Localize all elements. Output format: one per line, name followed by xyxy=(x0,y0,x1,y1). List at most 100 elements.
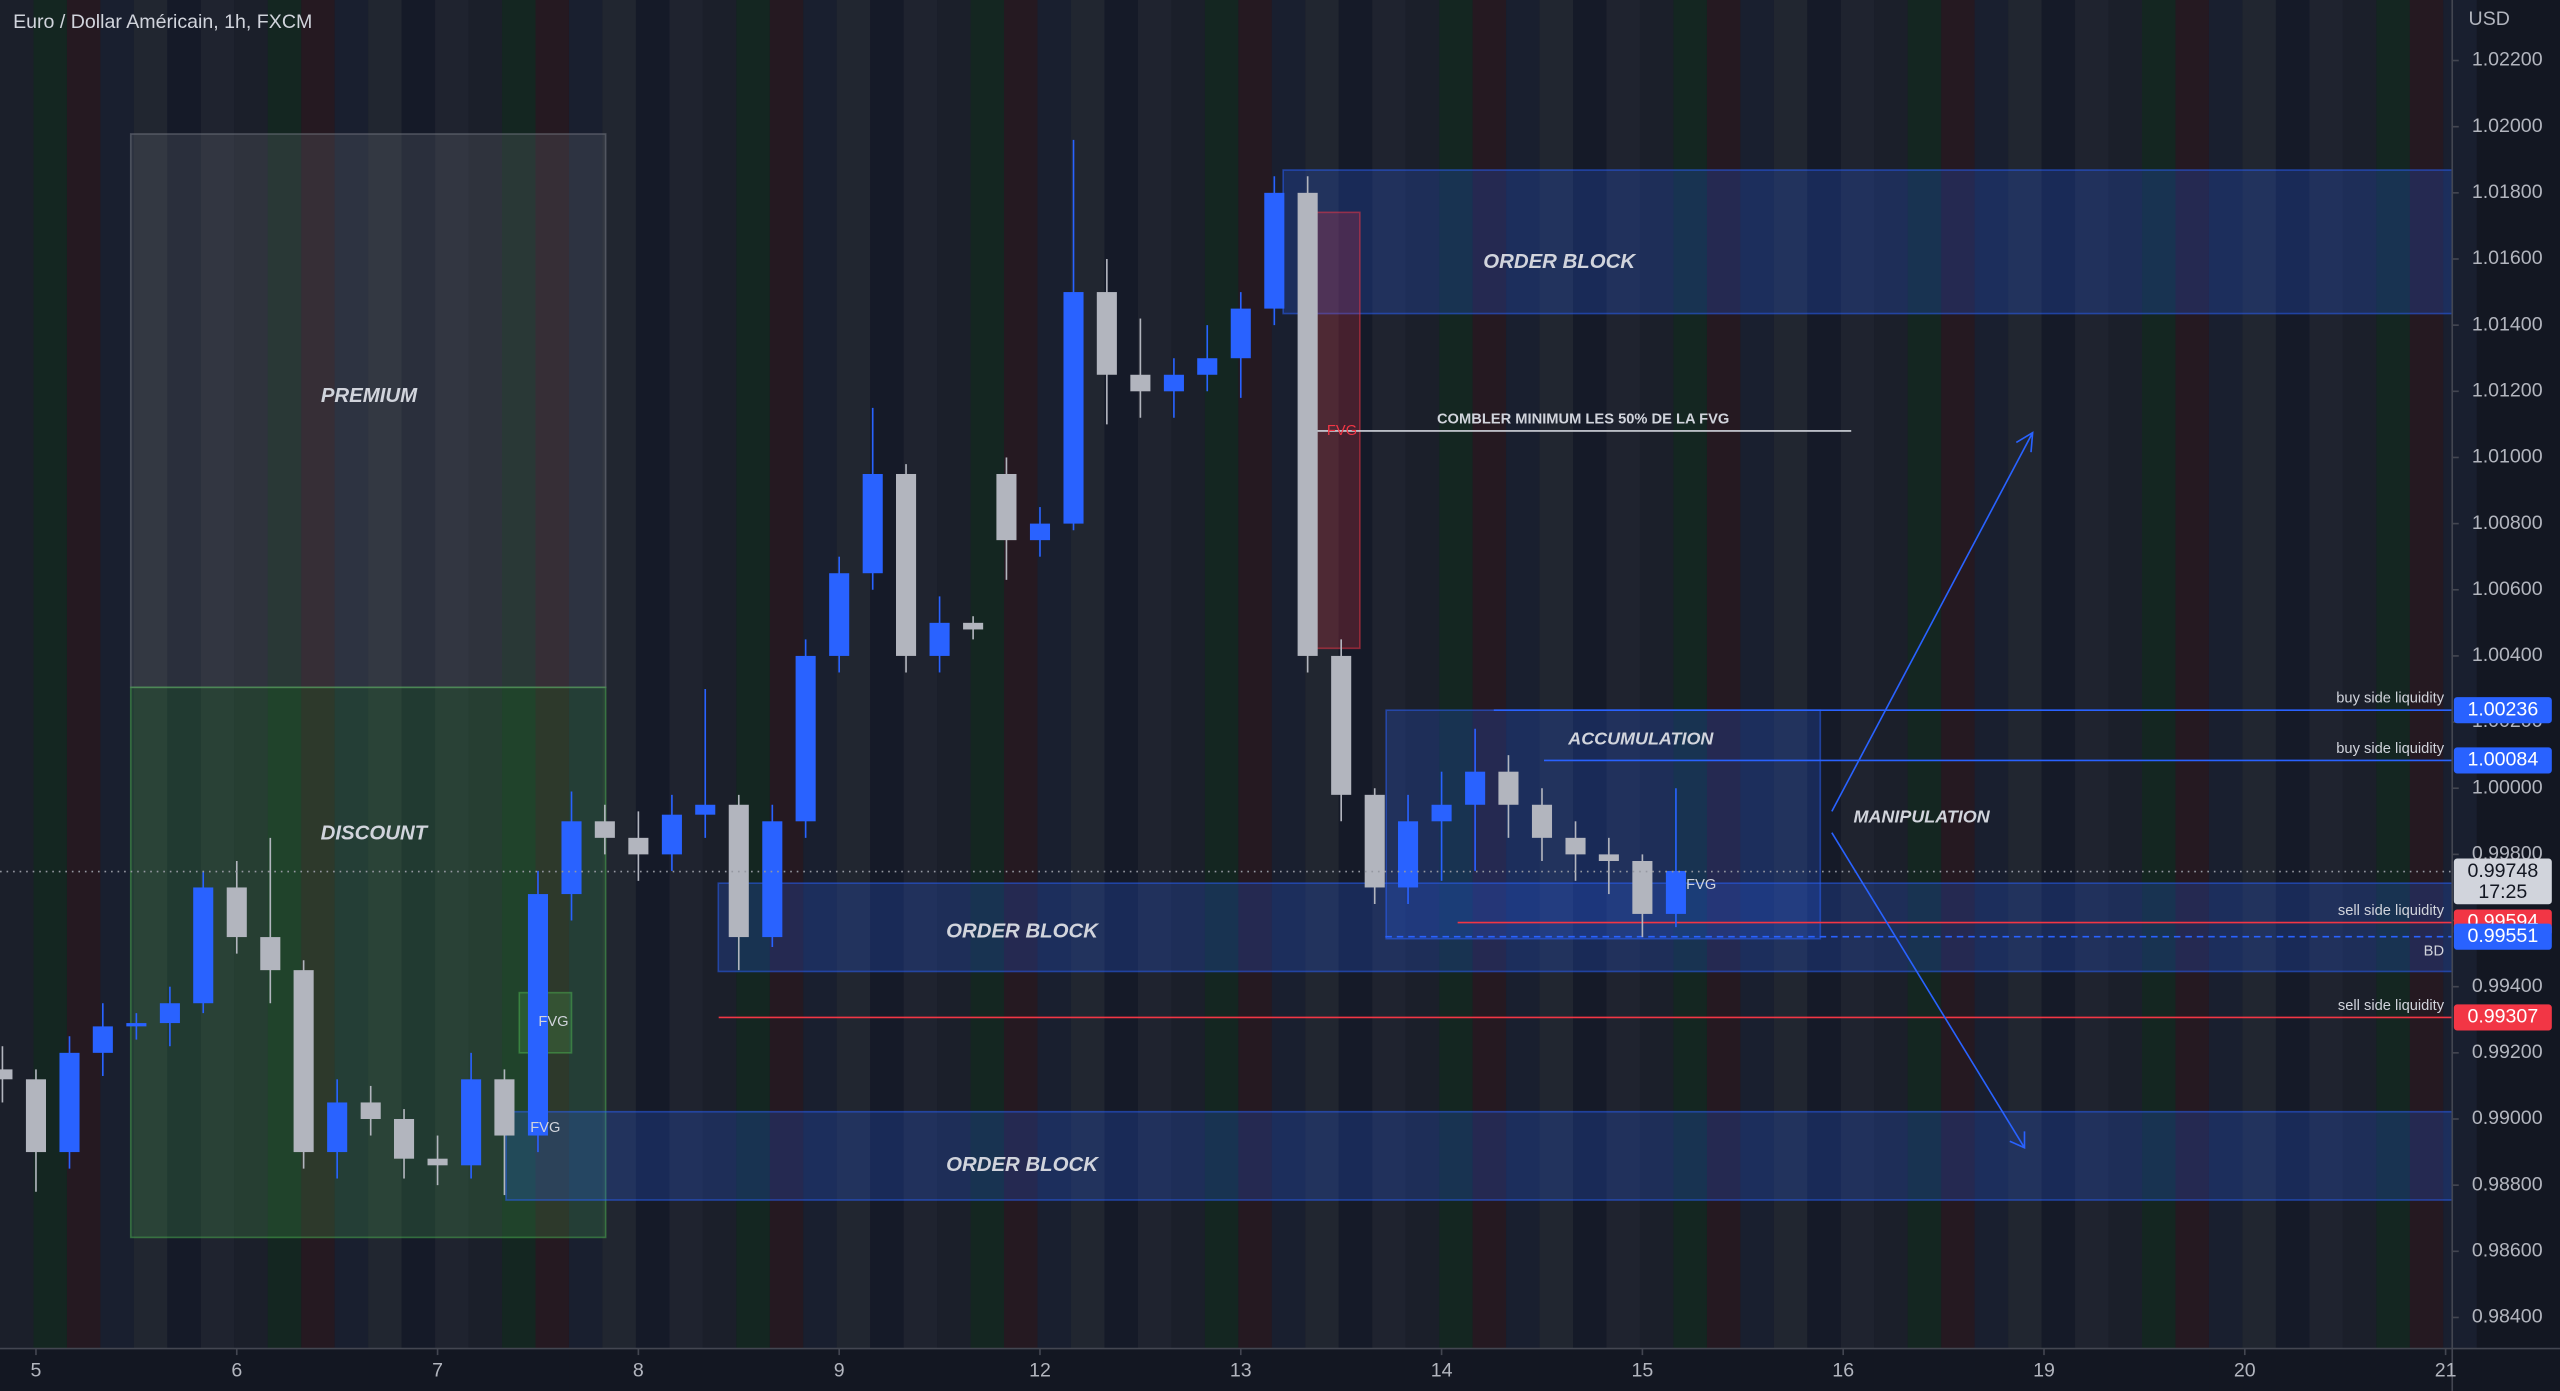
plot: buy side liquidity buy side liquidity sell… xyxy=(0,133,2454,1239)
candle-body xyxy=(360,1102,381,1119)
zone xyxy=(1282,169,2454,315)
session-band xyxy=(2275,0,2310,1349)
session-band xyxy=(1874,0,1908,1349)
session-band xyxy=(1071,0,1105,1349)
session-band xyxy=(1372,0,1406,1349)
candle-body xyxy=(762,821,783,938)
level-value: 0.99551 xyxy=(2467,925,2538,947)
zone-label: ACCUMULATION xyxy=(1567,728,1714,748)
candle-body xyxy=(1197,358,1218,375)
candle-body xyxy=(1665,870,1686,914)
candle-body xyxy=(393,1118,415,1159)
session-bands xyxy=(33,0,2477,1349)
session-band xyxy=(1204,0,1239,1349)
x-tick-label: 13 xyxy=(1230,1360,1252,1382)
last-price-value: 0.99748 xyxy=(2467,860,2538,882)
x-tick-label: 9 xyxy=(834,1360,845,1382)
candle-body xyxy=(494,1079,515,1136)
y-tick-label: 0.98800 xyxy=(2472,1173,2543,1195)
forecast-arrows xyxy=(1831,431,2034,1149)
candle-body xyxy=(293,970,314,1153)
y-tick-label: 1.01200 xyxy=(2472,379,2543,401)
y-tick-label: 1.00000 xyxy=(2472,776,2543,798)
zone xyxy=(717,882,2454,973)
candle-body xyxy=(327,1102,348,1153)
session-band xyxy=(736,0,770,1349)
session-band xyxy=(1506,0,1540,1349)
candle-body xyxy=(1331,655,1352,795)
level-value: 1.00084 xyxy=(2467,749,2538,771)
x-tick-label: 16 xyxy=(1832,1360,1854,1382)
session-band xyxy=(1606,0,1640,1349)
x-tick-label: 7 xyxy=(432,1360,443,1382)
session-band xyxy=(2075,0,2109,1349)
zone-label: FVG xyxy=(1327,423,1357,439)
level-label: COMBLER MINIMUM LES 50% DE LA FVG xyxy=(1437,411,1729,427)
chart-title: Euro / Dollar Américain, 1h, FXCM xyxy=(13,11,312,33)
x-tick-label: 20 xyxy=(2234,1360,2256,1382)
level-label: BD xyxy=(2424,943,2444,959)
session-band xyxy=(133,0,168,1349)
candle-body xyxy=(59,1052,80,1153)
session-band xyxy=(870,0,904,1349)
level-value: 0.99307 xyxy=(2467,1006,2538,1028)
x-tick-label: 8 xyxy=(633,1360,644,1382)
session-band xyxy=(1807,0,1841,1349)
session-band xyxy=(1539,0,1574,1349)
session-band xyxy=(937,0,971,1349)
session-band xyxy=(1037,0,1072,1349)
session-band xyxy=(903,0,938,1349)
session-band xyxy=(602,0,636,1349)
y-tick-label: 1.01400 xyxy=(2472,313,2543,335)
session-band xyxy=(2309,0,2343,1349)
candle-body xyxy=(226,887,247,938)
session-band xyxy=(2409,0,2444,1349)
y-tick-label: 0.99000 xyxy=(2472,1107,2543,1129)
level-label: buy side liquidity xyxy=(2336,741,2444,757)
y-tick-label: 1.02000 xyxy=(2472,115,2543,137)
candle-body xyxy=(896,473,917,656)
zone-label: FVG xyxy=(538,1014,568,1030)
session-band xyxy=(1706,0,1741,1349)
y-tick-label: 1.00400 xyxy=(2472,644,2543,666)
candle-body xyxy=(25,1079,47,1153)
candle-body xyxy=(929,622,950,656)
y-tick-label: 0.99200 xyxy=(2472,1041,2543,1063)
y-tick-label: 1.01000 xyxy=(2472,446,2543,468)
zone-label: ORDER BLOCK xyxy=(946,921,1099,943)
zone xyxy=(129,133,607,689)
session-band xyxy=(2376,0,2410,1349)
y-tick-label: 0.98600 xyxy=(2472,1239,2543,1261)
level-label: buy side liquidity xyxy=(2336,691,2444,707)
session-band xyxy=(100,0,134,1349)
session-band xyxy=(234,0,268,1349)
arrow xyxy=(1831,832,2026,1149)
session-band xyxy=(1137,0,1172,1349)
session-band xyxy=(2242,0,2276,1349)
level-label: sell side liquidity xyxy=(2338,903,2445,919)
candle-body xyxy=(628,837,649,855)
candle-body xyxy=(126,1023,147,1027)
candle-body xyxy=(92,1026,113,1053)
session-band xyxy=(2142,0,2176,1349)
y-tick-label: 1.00800 xyxy=(2472,512,2543,534)
level-value: 1.00236 xyxy=(2467,698,2538,720)
zone-label: ORDER BLOCK xyxy=(1483,251,1636,273)
candle-body xyxy=(1598,854,1619,861)
candle-body xyxy=(193,887,214,1004)
session-band xyxy=(2208,0,2243,1349)
session-band xyxy=(1941,0,1975,1349)
level-badge xyxy=(2453,747,2552,774)
candle-body xyxy=(260,937,281,971)
x-tick-label: 5 xyxy=(31,1360,42,1382)
zone-label: ORDER BLOCK xyxy=(946,1154,1099,1176)
session-band xyxy=(1639,0,1674,1349)
y-tick-label: 0.98400 xyxy=(2472,1306,2543,1328)
annotation: FVG xyxy=(530,1120,560,1136)
arrow-head xyxy=(2009,1131,2026,1149)
session-band xyxy=(1004,0,1038,1349)
candle-body xyxy=(427,1158,448,1166)
session-band xyxy=(200,0,235,1349)
candle-body xyxy=(829,573,850,656)
